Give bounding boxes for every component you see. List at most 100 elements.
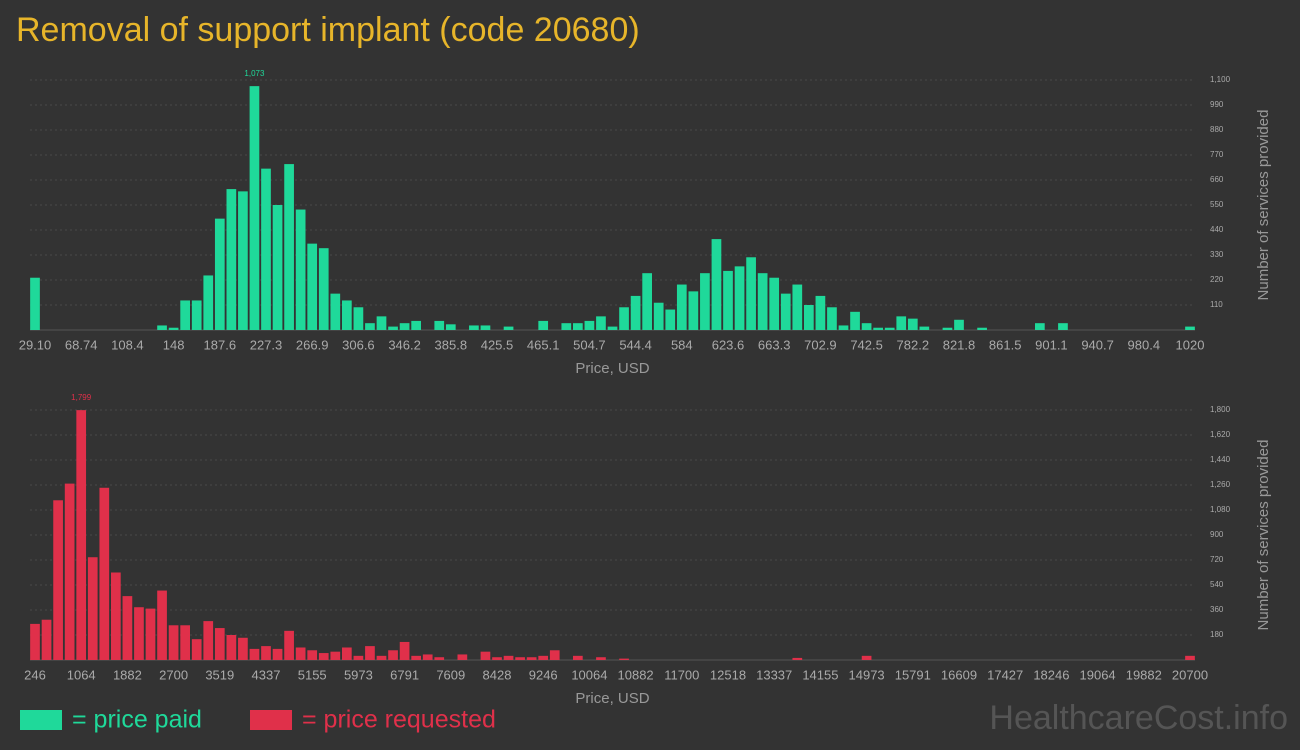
y-tick-label: 440	[1210, 225, 1224, 234]
x-tick-label: 1064	[67, 667, 96, 682]
bar	[145, 608, 156, 660]
bar	[168, 625, 179, 660]
bar	[110, 572, 121, 660]
y-tick-label: 180	[1210, 630, 1224, 639]
bar	[896, 316, 907, 330]
bar	[307, 650, 318, 660]
bar	[792, 657, 803, 660]
x-tick-label: 246	[24, 667, 46, 682]
x-tick-label: 20700	[1172, 667, 1208, 682]
bar	[388, 650, 398, 660]
bar	[561, 323, 572, 330]
bar	[203, 621, 214, 660]
x-tick-label: 544.4	[619, 337, 652, 352]
bar	[168, 327, 179, 330]
bar	[480, 651, 491, 660]
x-tick-label: 385.8	[435, 337, 468, 352]
bar	[526, 657, 537, 660]
x-tick-label: 15791	[895, 667, 931, 682]
bar	[780, 293, 791, 330]
bar	[538, 320, 549, 330]
bar	[261, 168, 271, 330]
x-tick-label: 6791	[390, 667, 419, 682]
x-tick-label: 425.5	[481, 337, 514, 352]
x-tick-label: 14155	[802, 667, 838, 682]
bar	[87, 557, 98, 660]
value-label: 1,073	[244, 69, 265, 78]
x-tick-label: 16609	[941, 667, 977, 682]
bar	[827, 307, 837, 330]
x-tick-label: 3519	[205, 667, 234, 682]
bar	[191, 300, 202, 330]
x-axis-title: Price, USD	[575, 690, 649, 707]
bar	[180, 625, 191, 660]
bar	[284, 630, 294, 660]
bar	[134, 607, 144, 660]
x-tick-label: 702.9	[804, 337, 837, 352]
bar	[376, 316, 387, 330]
bar	[41, 619, 52, 660]
y-tick-label: 330	[1210, 250, 1224, 259]
bar	[746, 257, 756, 330]
bar	[295, 209, 306, 330]
bar	[330, 651, 341, 660]
y-tick-label: 1,260	[1210, 480, 1231, 489]
bar	[191, 639, 202, 660]
bar	[180, 300, 191, 330]
bar	[723, 270, 733, 330]
bar	[318, 653, 329, 660]
x-tick-label: 5155	[298, 667, 327, 682]
x-tick-label: 5973	[344, 667, 373, 682]
bar	[630, 295, 641, 330]
bar	[734, 266, 745, 330]
bar	[688, 291, 699, 330]
x-tick-label: 148	[163, 337, 185, 352]
bar	[53, 500, 63, 660]
y-tick-label: 1,620	[1210, 430, 1231, 439]
bar	[226, 189, 237, 330]
y-tick-label: 770	[1210, 150, 1224, 159]
x-tick-label: 901.1	[1035, 337, 1068, 352]
bar	[353, 655, 364, 660]
x-tick-label: 29.10	[19, 337, 52, 352]
y-tick-label: 220	[1210, 275, 1224, 284]
bar	[157, 325, 167, 330]
x-tick-label: 227.3	[250, 337, 283, 352]
y-tick-label: 1,440	[1210, 455, 1231, 464]
bar	[572, 655, 583, 660]
bar	[815, 295, 826, 330]
bar	[76, 410, 87, 660]
bar	[261, 646, 271, 660]
bar	[157, 590, 167, 660]
legend-label: = price paid	[72, 706, 202, 734]
bar	[503, 326, 514, 330]
bar	[422, 654, 433, 660]
bar	[838, 325, 849, 330]
bar	[64, 483, 75, 660]
y-tick-label: 720	[1210, 555, 1224, 564]
x-tick-label: 980.4	[1128, 337, 1161, 352]
legend-swatch	[250, 710, 292, 730]
bar	[284, 164, 294, 330]
bar	[272, 648, 283, 660]
bar	[572, 323, 583, 330]
bar	[365, 323, 375, 330]
page-title: Removal of support implant (code 20680)	[16, 11, 640, 49]
bar	[376, 655, 387, 660]
bar	[388, 326, 398, 330]
bar	[642, 273, 653, 330]
bar	[469, 325, 479, 330]
bar	[803, 305, 814, 330]
y-tick-label: 360	[1210, 605, 1224, 614]
bar	[226, 635, 237, 660]
x-tick-label: 17427	[987, 667, 1023, 682]
x-tick-label: 266.9	[296, 337, 329, 352]
bar	[607, 326, 618, 330]
bar	[873, 327, 884, 330]
legend-swatch	[20, 710, 62, 730]
bar	[503, 655, 514, 660]
bar	[596, 657, 606, 660]
y-tick-label: 550	[1210, 200, 1224, 209]
x-tick-label: 68.74	[65, 337, 98, 352]
